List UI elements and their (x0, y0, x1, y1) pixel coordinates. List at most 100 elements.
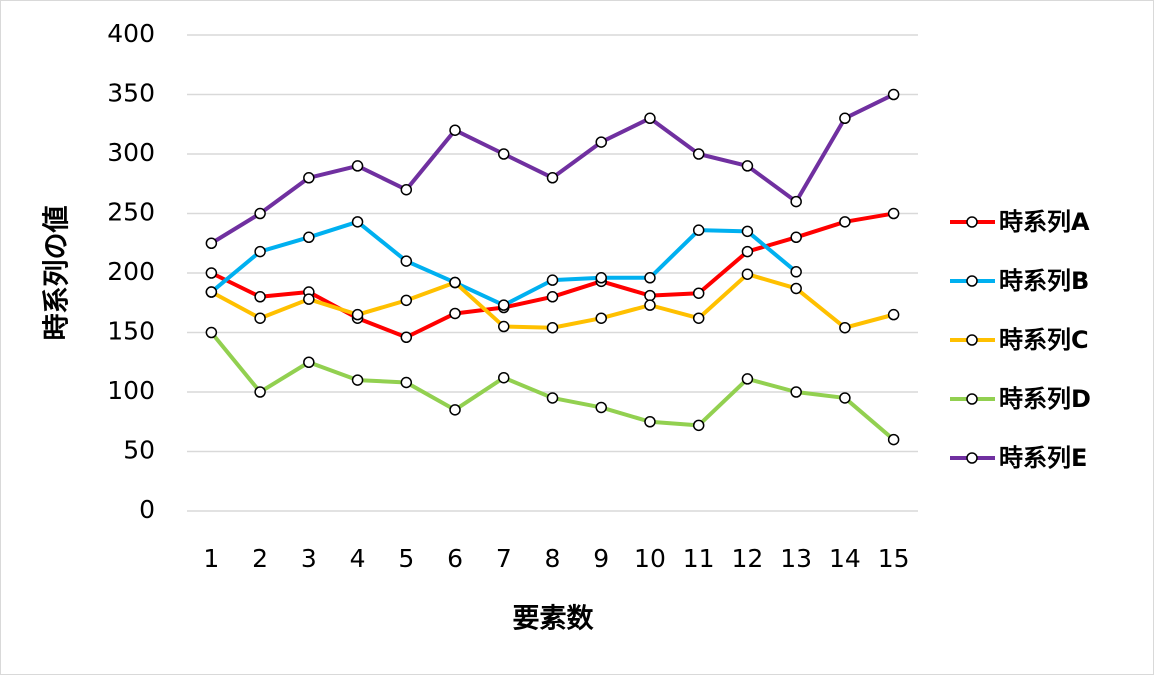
point-marker (351, 216, 364, 228)
x-tick-label: 5 (398, 544, 414, 573)
legend-marker (966, 216, 978, 228)
x-tick-label: 8 (545, 544, 561, 573)
point-marker (254, 207, 266, 220)
legend-marker (966, 275, 978, 287)
x-tick-label: 7 (496, 544, 512, 573)
point-marker (546, 274, 559, 286)
point-marker (303, 356, 315, 368)
point-marker (449, 276, 461, 289)
point-marker (400, 376, 413, 389)
point-marker (644, 272, 656, 284)
point-marker (400, 294, 413, 307)
point-marker (741, 225, 754, 238)
legend-marker (966, 452, 978, 464)
point-marker (449, 307, 461, 320)
y-axis-title: 時系列の値 (42, 206, 73, 341)
point-marker (205, 237, 218, 249)
point-marker (400, 331, 413, 344)
x-tick-label: 10 (634, 544, 666, 573)
point-marker (839, 392, 851, 404)
point-marker (692, 148, 705, 160)
point-marker (254, 386, 266, 398)
point-marker (205, 326, 218, 339)
point-marker (692, 419, 705, 432)
point-marker (303, 172, 315, 184)
point-marker (254, 312, 266, 324)
legend-label: 時系列B (999, 267, 1089, 295)
point-marker (887, 308, 900, 321)
point-marker (595, 401, 607, 414)
point-marker (254, 245, 266, 258)
point-marker (498, 371, 510, 384)
point-marker (644, 416, 656, 428)
point-marker (839, 112, 851, 125)
y-tick-label: 0 (139, 495, 155, 524)
legend-label: 時系列C (999, 326, 1089, 354)
point-marker (595, 312, 607, 324)
x-tick-label: 2 (252, 544, 268, 573)
point-marker (546, 321, 559, 334)
point-marker (449, 404, 461, 416)
point-marker (644, 299, 656, 311)
y-tick-label: 350 (107, 79, 155, 108)
point-marker (741, 268, 754, 280)
point-marker (205, 286, 218, 298)
legend-marker (966, 334, 978, 346)
legend-marker (966, 393, 978, 405)
point-marker (400, 255, 413, 267)
point-marker (303, 293, 315, 305)
point-marker (692, 312, 705, 324)
point-marker (546, 392, 559, 404)
point-marker (254, 291, 266, 303)
point-marker (351, 374, 364, 386)
point-marker (887, 88, 900, 101)
x-tick-label: 9 (593, 544, 609, 573)
point-marker (741, 373, 754, 385)
point-marker (595, 136, 607, 148)
point-marker (741, 245, 754, 258)
point-marker (303, 231, 315, 244)
x-tick-label: 12 (732, 544, 764, 573)
y-tick-label: 100 (107, 376, 155, 405)
point-marker (839, 216, 851, 228)
point-marker (498, 148, 510, 160)
point-marker (741, 160, 754, 172)
x-tick-label: 1 (203, 544, 219, 573)
x-tick-label: 15 (878, 544, 910, 573)
x-tick-label: 4 (350, 544, 366, 573)
point-marker (644, 289, 656, 302)
y-tick-label: 50 (123, 436, 155, 465)
y-tick-label: 250 (107, 198, 155, 227)
point-marker (790, 386, 802, 398)
point-marker (839, 321, 851, 334)
x-tick-label: 11 (683, 544, 715, 573)
point-marker (692, 287, 705, 299)
point-marker (790, 195, 802, 208)
point-marker (790, 282, 802, 295)
legend-label: 時系列E (999, 444, 1087, 472)
point-marker (449, 124, 461, 136)
point-marker (351, 160, 364, 172)
point-marker (790, 231, 802, 244)
point-marker (205, 267, 218, 279)
x-tick-label: 13 (780, 544, 812, 573)
point-marker (595, 272, 607, 284)
y-tick-label: 400 (107, 19, 155, 48)
point-marker (400, 183, 413, 196)
point-marker (546, 172, 559, 184)
point-marker (498, 320, 510, 333)
point-marker (790, 266, 802, 278)
point-marker (546, 291, 559, 303)
x-tick-label: 6 (447, 544, 463, 573)
x-tick-label: 3 (301, 544, 317, 573)
point-marker (498, 299, 510, 311)
legend-label: 時系列A (999, 208, 1090, 236)
point-marker (351, 308, 364, 321)
point-marker (887, 433, 900, 446)
y-tick-label: 200 (107, 257, 155, 286)
point-marker (887, 207, 900, 220)
x-tick-label: 14 (829, 544, 861, 573)
x-axis-title: 要素数 (513, 604, 595, 635)
